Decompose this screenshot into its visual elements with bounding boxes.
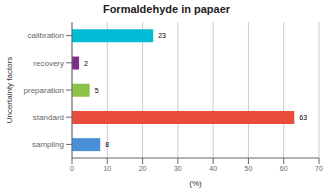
- svg-text:preparation: preparation: [24, 86, 64, 95]
- svg-text:40: 40: [209, 165, 217, 172]
- svg-text:calibration: calibration: [28, 31, 64, 40]
- html-text:Formaldehyde in papaer: Formaldehyde in papaer: [102, 3, 231, 15]
- svg-text:Uncertainty factors: Uncertainty factors: [8, 57, 14, 124]
- svg-text:recovery: recovery: [33, 59, 64, 68]
- svg-text:60: 60: [280, 165, 288, 172]
- svg-text:10: 10: [103, 165, 111, 172]
- svg-text:63: 63: [299, 114, 307, 121]
- svg-text:8: 8: [105, 141, 109, 148]
- svg-text:2: 2: [84, 60, 88, 67]
- svg-text:20: 20: [139, 165, 147, 172]
- svg-text:30: 30: [174, 165, 182, 172]
- svg-text:70: 70: [315, 165, 323, 172]
- svg-text:23: 23: [158, 32, 166, 39]
- svg-text:standard: standard: [33, 113, 64, 122]
- svg-text:sampling: sampling: [32, 140, 64, 149]
- svg-text:0: 0: [70, 165, 74, 172]
- svg-text:5: 5: [95, 87, 99, 94]
- svg-text:(%): (%): [189, 179, 202, 188]
- svg-text:50: 50: [245, 165, 253, 172]
